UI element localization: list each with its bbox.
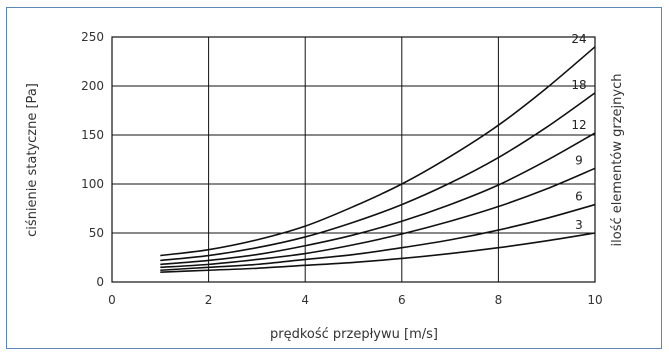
x-tick-label: 2 [205, 293, 213, 307]
x-tick-label: 10 [587, 293, 602, 307]
series-line-6 [160, 203, 596, 272]
series-labels: 24 18 12 9 6 3 [571, 32, 586, 232]
series-label-3: 3 [575, 218, 583, 232]
chart-frame [6, 7, 662, 349]
x-tick-label: 8 [495, 293, 503, 307]
x-tick-label: 4 [301, 293, 309, 307]
series-label-9: 9 [575, 153, 583, 167]
series-line-9 [160, 167, 596, 269]
series-label-12: 12 [571, 118, 586, 132]
right-axis-label: ilość elementów grzejnych [610, 74, 625, 247]
plot-border [111, 36, 596, 283]
series-line-3 [160, 232, 596, 273]
series-line-18 [160, 92, 596, 262]
series-label-6: 6 [575, 190, 583, 204]
series-line-12 [160, 132, 596, 266]
y-tick-label: 100 [81, 177, 104, 191]
series-label-18: 18 [571, 78, 586, 92]
y-tick-label: 200 [81, 79, 104, 93]
y-tick-label: 50 [89, 226, 104, 240]
y-tick-label: 0 [96, 275, 104, 289]
x-tick-label: 6 [398, 293, 406, 307]
x-axis-label: prędkość przepływu [m/s] [270, 327, 438, 342]
y-tick-label: 150 [81, 128, 104, 142]
series-label-24: 24 [571, 32, 586, 46]
y-tick-label: 250 [81, 30, 104, 44]
x-tick-label: 0 [108, 293, 116, 307]
series-lines [160, 46, 596, 273]
grid [111, 36, 596, 283]
series-line-24 [160, 46, 596, 257]
y-axis-label: ciśnienie statyczne [Pa] [25, 83, 40, 237]
